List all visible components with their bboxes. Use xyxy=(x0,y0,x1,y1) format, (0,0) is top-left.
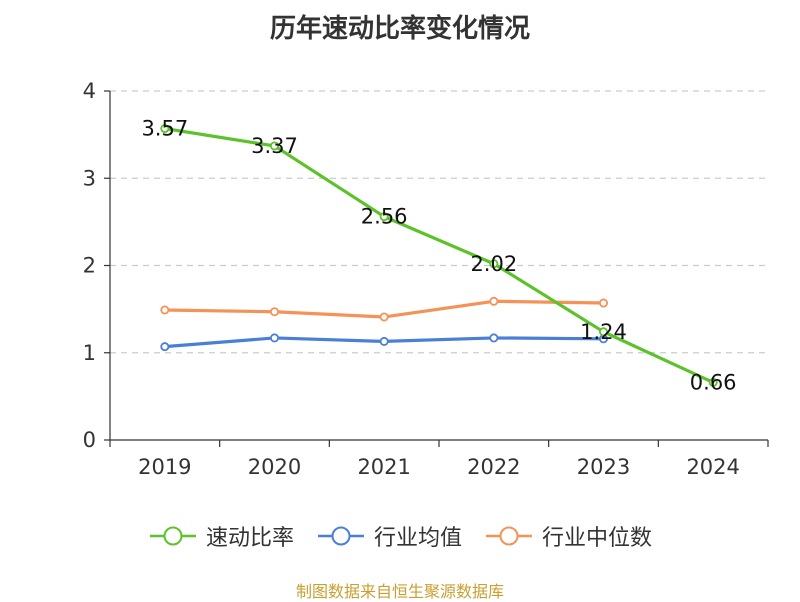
legend-line-marker-icon xyxy=(149,526,196,546)
data-point xyxy=(269,141,279,151)
x-tick-label: 2024 xyxy=(686,455,739,479)
legend-item[interactable]: 行业均值 xyxy=(316,520,462,552)
data-label: 1.24 xyxy=(580,320,627,344)
x-tick-label: 2020 xyxy=(248,455,301,479)
data-point xyxy=(379,312,389,322)
data-point xyxy=(160,342,170,352)
legend-label: 速动比率 xyxy=(205,526,294,551)
legend-label: 行业均值 xyxy=(373,526,462,551)
data-point xyxy=(599,327,609,337)
y-tick-label: 1 xyxy=(83,341,96,365)
legend-item[interactable]: 行业中位数 xyxy=(484,520,652,552)
data-label: 3.37 xyxy=(251,134,298,158)
legend-label: 行业中位数 xyxy=(542,526,653,551)
x-tick-label: 2021 xyxy=(357,455,410,479)
legend-item[interactable]: 速动比率 xyxy=(148,520,294,552)
data-point xyxy=(599,298,609,308)
legend-line-marker-icon xyxy=(317,526,364,546)
data-point xyxy=(269,333,279,343)
legend-line-marker-icon xyxy=(486,526,532,546)
data-point xyxy=(489,259,499,269)
source-note: 制图数据来自恒生聚源数据库 xyxy=(295,582,504,601)
data-point xyxy=(379,336,389,346)
y-tick-label: 0 xyxy=(83,428,96,452)
data-point xyxy=(269,307,279,317)
data-labels: 3.57 3.37 2.56 2.02 1.24 0.66 xyxy=(141,117,736,395)
y-tick-label: 2 xyxy=(83,254,96,278)
data-label: 0.66 xyxy=(690,370,737,394)
data-label: 3.57 xyxy=(141,117,188,141)
data-point xyxy=(489,296,499,306)
data-point xyxy=(160,124,170,134)
x-tick-label: 2023 xyxy=(577,455,630,479)
data-label: 2.56 xyxy=(361,205,408,229)
data-point xyxy=(708,377,718,387)
data-point xyxy=(489,333,499,343)
y-tick-label: 3 xyxy=(83,166,96,190)
series xyxy=(160,124,718,387)
series-line xyxy=(164,126,714,384)
legend: 速动比率 行业均值 行业中位数 xyxy=(0,518,800,554)
data-label: 2.02 xyxy=(470,252,517,276)
axes: 0 1 2 3 4 2019 2020 2021 2022 2023 2024 xyxy=(83,79,769,479)
data-point xyxy=(379,212,389,222)
data-point xyxy=(160,305,170,315)
x-tick-label: 2019 xyxy=(138,455,191,479)
grid-lines xyxy=(110,90,768,354)
x-tick-label: 2022 xyxy=(467,455,520,479)
y-tick-label: 4 xyxy=(83,79,96,103)
chart-title: 历年速动比率变化情况 xyxy=(269,14,530,44)
